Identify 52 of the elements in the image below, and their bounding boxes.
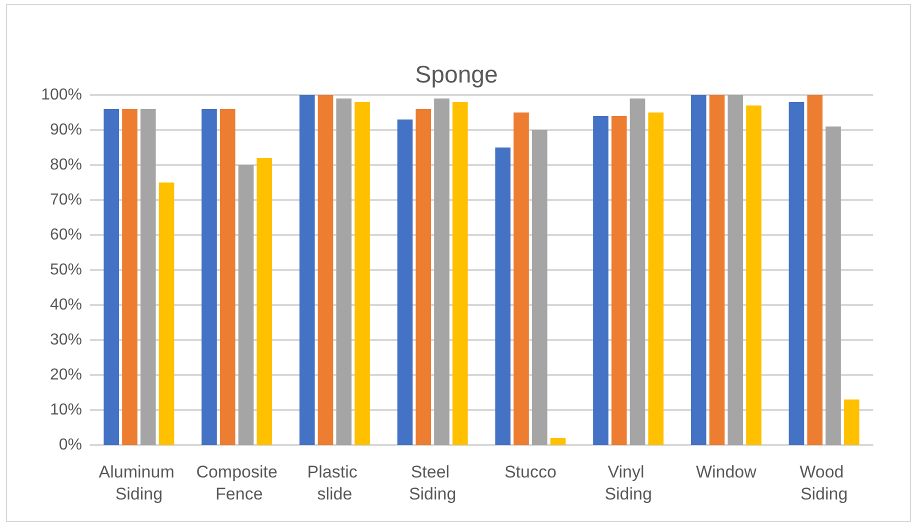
bar xyxy=(158,182,174,445)
bar xyxy=(690,95,706,445)
y-tick-label: 0% xyxy=(58,436,82,454)
bar xyxy=(826,126,841,445)
y-tick-label: 40% xyxy=(50,296,82,314)
bar xyxy=(104,109,120,445)
y-tick-label: 50% xyxy=(50,262,82,278)
bar xyxy=(648,112,664,445)
bar xyxy=(452,102,468,445)
x-tick-label: Wood Siding xyxy=(800,462,848,504)
bar xyxy=(202,109,217,445)
bar xyxy=(611,116,627,445)
y-tick-label: 80% xyxy=(50,156,82,174)
y-tick-label: 60% xyxy=(50,226,82,244)
y-tick-label: 90% xyxy=(50,122,82,138)
bar xyxy=(746,106,762,445)
bar xyxy=(434,98,450,445)
y-tick-label: 10% xyxy=(50,402,82,418)
bar xyxy=(299,95,315,445)
bar xyxy=(807,95,823,445)
chart-title: Sponge xyxy=(415,62,498,88)
x-tick-label: Window xyxy=(696,462,758,482)
x-tick-label: Vinyl Siding xyxy=(604,462,652,504)
bar xyxy=(140,109,156,445)
x-tick-label: Aluminum Siding xyxy=(98,462,180,504)
x-tick-label: Plastic slide xyxy=(307,462,362,504)
bar xyxy=(336,98,352,445)
bar xyxy=(495,148,511,445)
bar xyxy=(550,438,566,445)
bar xyxy=(844,400,860,445)
bar xyxy=(593,116,608,445)
bar xyxy=(397,120,413,445)
bar xyxy=(256,158,272,445)
bar xyxy=(709,95,725,445)
bar xyxy=(728,95,744,445)
x-tick-label: Steel Siding xyxy=(408,462,456,504)
bar xyxy=(788,102,804,445)
bar xyxy=(532,130,548,445)
y-tick-label: 70% xyxy=(50,192,82,208)
y-tick-label: 20% xyxy=(50,366,82,384)
bar xyxy=(514,112,529,445)
y-tick-label: 30% xyxy=(50,332,82,348)
y-tick-label: 100% xyxy=(41,86,82,104)
bar xyxy=(318,95,334,445)
bar xyxy=(220,109,236,445)
bar xyxy=(630,98,646,445)
bar xyxy=(122,109,138,445)
x-tick-label: Stucco xyxy=(504,462,556,482)
bar xyxy=(416,109,432,445)
bar xyxy=(354,102,370,445)
bar xyxy=(238,165,254,445)
x-tick-label: Composite Fence xyxy=(196,462,278,504)
